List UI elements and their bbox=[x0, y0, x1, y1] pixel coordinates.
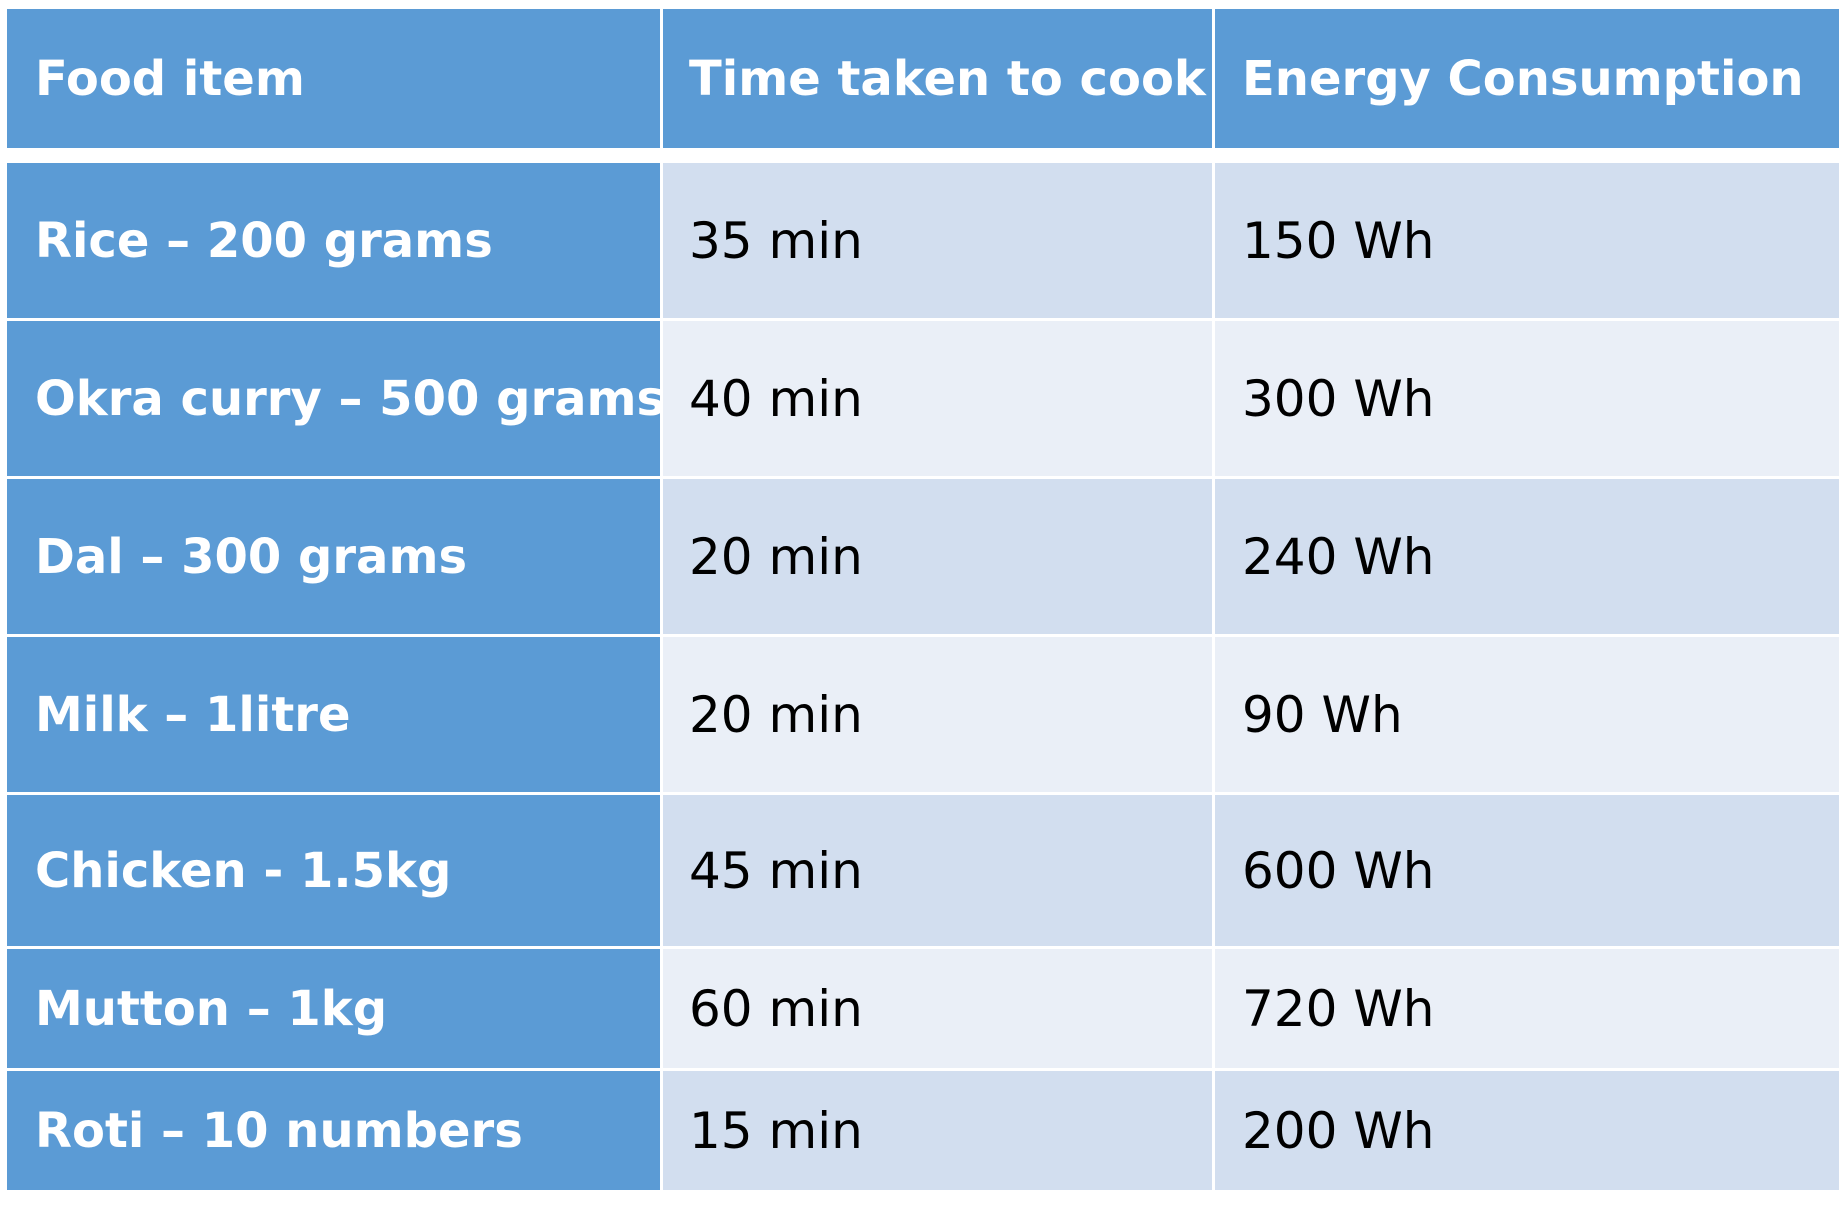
cook-time-cell: 20 min bbox=[663, 637, 1212, 792]
food-item-cell: Okra curry – 500 grams bbox=[7, 321, 660, 476]
cook-time-cell: 20 min bbox=[663, 479, 1212, 634]
cook-time-cell: 35 min bbox=[663, 163, 1212, 318]
energy-cell: 300 Wh bbox=[1215, 321, 1839, 476]
header-food-item: Food item bbox=[7, 9, 660, 148]
energy-cell: 150 Wh bbox=[1215, 163, 1839, 318]
header-energy-consumption: Energy Consumption bbox=[1215, 9, 1839, 148]
header-time-taken: Time taken to cook bbox=[663, 9, 1212, 148]
food-item-cell: Chicken - 1.5kg bbox=[7, 795, 660, 946]
energy-cell: 90 Wh bbox=[1215, 637, 1839, 792]
food-item-cell: Roti – 10 numbers bbox=[7, 1071, 660, 1190]
food-item-cell: Mutton – 1kg bbox=[7, 949, 660, 1068]
food-item-cell: Rice – 200 grams bbox=[7, 163, 660, 318]
energy-cell: 600 Wh bbox=[1215, 795, 1839, 946]
energy-cell: 240 Wh bbox=[1215, 479, 1839, 634]
cook-time-cell: 60 min bbox=[663, 949, 1212, 1068]
cook-time-cell: 40 min bbox=[663, 321, 1212, 476]
food-item-cell: Dal – 300 grams bbox=[7, 479, 660, 634]
cook-time-cell: 45 min bbox=[663, 795, 1212, 946]
cooking-energy-table: Food item Time taken to cook Energy Cons… bbox=[7, 9, 1839, 1205]
energy-cell: 200 Wh bbox=[1215, 1071, 1839, 1190]
cook-time-cell: 15 min bbox=[663, 1071, 1212, 1190]
energy-cell: 720 Wh bbox=[1215, 949, 1839, 1068]
food-item-cell: Milk – 1litre bbox=[7, 637, 660, 792]
